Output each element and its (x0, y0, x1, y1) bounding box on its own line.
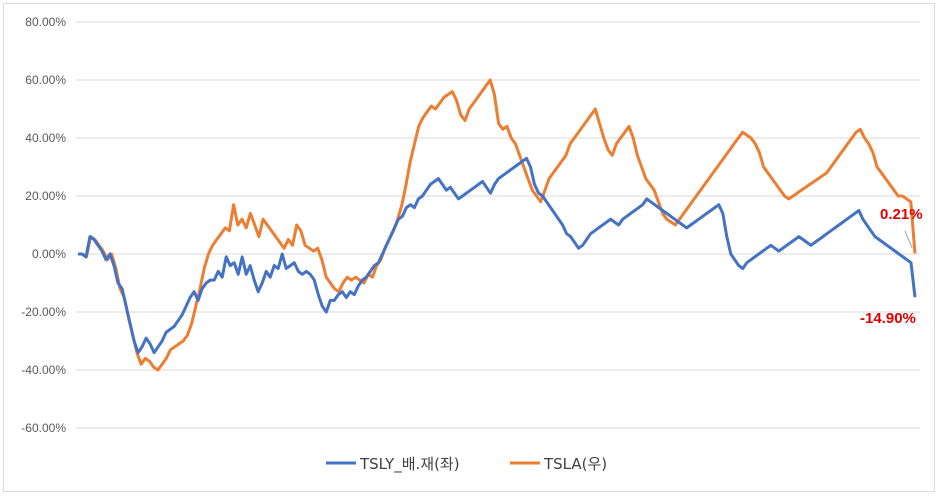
y-tick-label: -40.00% (21, 363, 66, 377)
y-tick-label: 80.00% (25, 15, 66, 29)
y-tick-label: 60.00% (25, 73, 66, 87)
tsla-end-label: 0.21% (880, 206, 923, 223)
legend-label-tsly: TSLY_배.재(좌) (359, 455, 460, 474)
y-tick-label: 40.00% (25, 131, 66, 145)
gridlines (76, 21, 920, 429)
tsly-end-label: -14.90% (860, 310, 916, 327)
y-tick-label: -20.00% (21, 305, 66, 319)
y-tick-label: 20.00% (25, 189, 66, 203)
series-line-tsla (78, 78, 917, 372)
legend: TSLY_배.재(좌) TSLA(우) (326, 455, 607, 474)
legend-label-tsla: TSLA(우) (543, 455, 607, 473)
chart-frame (3, 3, 935, 492)
y-tick-label: -60.00% (21, 421, 66, 435)
y-axis-ticks: 80.00% 60.00% 40.00% 20.00% 0.00% -20.00% -40.… (21, 15, 66, 435)
series-line-tsly (78, 156, 917, 355)
annotation-leader-line (904, 230, 913, 249)
y-tick-label: 0.00% (32, 247, 66, 261)
series-lines (78, 78, 917, 372)
